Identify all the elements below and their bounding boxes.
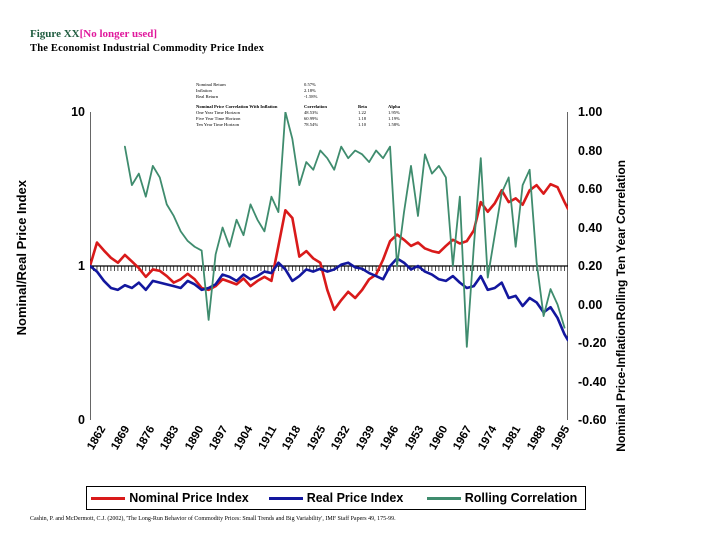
returns-row-value: 2.18%: [304, 87, 316, 93]
legend-label-real: Real Price Index: [306, 491, 404, 505]
returns-table: Nominal Return 0.57% Inflation 2.18% Rea…: [196, 82, 418, 128]
alpha-value: 1.19%: [388, 115, 400, 121]
chart-svg: [90, 112, 568, 420]
x-axis-tick-label: 1946: [378, 424, 402, 453]
x-axis-tick-label: 1911: [256, 424, 280, 452]
series-line-nominal-price-index: [90, 182, 568, 312]
table-row: Real Return -1.58%: [196, 94, 418, 100]
title-block: Figure XX[No longer used] The Economist …: [30, 28, 264, 55]
x-axis-tick-label: 1974: [475, 424, 500, 453]
x-axis-tick-label: 1953: [402, 424, 426, 453]
statistics-tables: Nominal Return 0.57% Inflation 2.18% Rea…: [196, 82, 418, 128]
x-axis-tick-label: 1904: [231, 424, 255, 453]
returns-row-label: Real Return: [196, 93, 219, 99]
x-axis-tick-label: 1981: [500, 424, 524, 453]
x-axis-tick-label: 1876: [134, 424, 158, 453]
x-axis-tick-label: 1932: [329, 424, 353, 453]
left-axis-title: Nominal/Real Price Index: [14, 180, 29, 336]
beta-value: 1.22: [358, 110, 367, 116]
x-axis-tick-label: 1967: [451, 424, 475, 453]
legend-item-nominal: Nominal Price Index: [87, 491, 253, 505]
right-axis-tick-label: -0.40: [578, 374, 607, 389]
returns-row-label: Nominal Return: [196, 82, 226, 87]
beta-col-header: Beta: [358, 104, 367, 110]
returns-row-value: 0.57%: [304, 82, 316, 87]
x-axis-tick-label: 1939: [353, 424, 378, 453]
beta-value: 1.18: [358, 115, 367, 121]
chart-plot-area: [90, 112, 568, 420]
x-axis-tick-label: 1995: [549, 424, 573, 453]
x-axis-tick-label: 1988: [524, 424, 549, 453]
right-axis-tick-label: -0.20: [578, 336, 607, 350]
legend-label-nominal: Nominal Price Index: [129, 491, 249, 505]
right-axis-tick-label: 0.00: [578, 297, 603, 312]
x-axis-tick-labels: 1862 1869 1876 1883 1890 1897 1904 1911 1918 1925…: [85, 424, 573, 486]
right-axis-tick-label: 0.60: [578, 182, 603, 196]
right-axis-tick-label: -0.60: [578, 413, 607, 427]
returns-row-value: -1.58%: [304, 93, 318, 99]
x-axis-tick-label: 1869: [109, 424, 133, 453]
figure-status-note: [No longer used]: [79, 28, 158, 40]
right-axis-tick-label: 0.20: [578, 259, 603, 273]
right-axis-tick-labels: 1.00 0.80 0.60 0.40 0.20 0.00 -0.20 -0.40 -0.60: [578, 104, 638, 428]
correlation-value: 48.53%: [304, 110, 319, 116]
returns-row-label: Inflation: [196, 87, 212, 93]
alpha-value: 1.95%: [388, 110, 400, 116]
table-row: Five Year Time Horizon 60.99% 1.18 1.19%: [196, 116, 418, 122]
legend-swatch-nominal: [91, 496, 126, 500]
figure-title-line: Figure XX[No longer used]: [30, 28, 264, 42]
figure-label: Figure XX: [30, 28, 80, 40]
table-row: Nominal Return 0.57%: [196, 82, 418, 88]
alpha-col-header: Alpha: [388, 104, 401, 110]
legend-swatch-real: [268, 496, 303, 500]
x-axis-tick-label: 1925: [305, 424, 329, 453]
left-axis-tick-label: 0: [78, 413, 85, 427]
correlation-value: 78.54%: [304, 121, 319, 127]
left-axis-tick-label: 1: [78, 259, 85, 273]
x-axis-tick-label: 1883: [158, 424, 182, 453]
right-axis-tick-label: 1.00: [578, 105, 603, 119]
x-axis-tick-label: 1897: [207, 424, 231, 453]
chart-legend: Nominal Price Index Real Price Index Rol…: [86, 486, 586, 510]
legend-swatch-correlation: [426, 496, 461, 500]
correlation-value: 60.99%: [304, 115, 319, 121]
right-axis-tick-label: 0.80: [578, 143, 603, 158]
page-subtitle: The Economist Industrial Commodity Price…: [30, 42, 265, 54]
legend-item-real: Real Price Index: [253, 491, 419, 505]
right-axis-tick-label: 0.40: [578, 220, 603, 235]
correlation-table-title: Nominal Price Correlation With Inflation: [196, 104, 278, 110]
left-axis-tick-labels: 10 1 0: [55, 104, 85, 428]
x-axis-tick-label: 1960: [427, 424, 451, 453]
table-row: Inflation 2.18%: [196, 88, 418, 94]
legend-item-correlation: Rolling Correlation: [419, 491, 585, 505]
x-axis-tick-label: 1862: [85, 424, 109, 453]
left-axis-tick-label: 10: [71, 105, 85, 119]
series-line-real-price-index: [90, 257, 568, 342]
correlation-col-header: Correlation: [304, 104, 327, 110]
beta-value: 1.10: [358, 121, 367, 127]
alpha-value: 1.58%: [388, 121, 400, 127]
series-line-rolling-correlation: [123, 112, 566, 348]
horizon-label: One Year Time Horizon: [196, 110, 240, 116]
horizon-label: Ten Year Time Horizon: [196, 121, 240, 127]
x-axis-tick-label: 1890: [182, 424, 207, 453]
x-axis-tick-label: 1918: [280, 424, 304, 453]
horizon-label: Five Year Time Horizon: [196, 115, 241, 121]
legend-label-correlation: Rolling Correlation: [464, 491, 578, 505]
table-row: One Year Time Horizon 48.53% 1.22 1.95%: [196, 110, 418, 116]
source-citation: Cashin, P. and McDermott, C.J. (2002), '…: [30, 516, 396, 522]
table-row: Ten Year Time Horizon 78.54% 1.10 1.58%: [196, 122, 418, 128]
correlation-header-row: Nominal Price Correlation With Inflation…: [196, 104, 418, 110]
